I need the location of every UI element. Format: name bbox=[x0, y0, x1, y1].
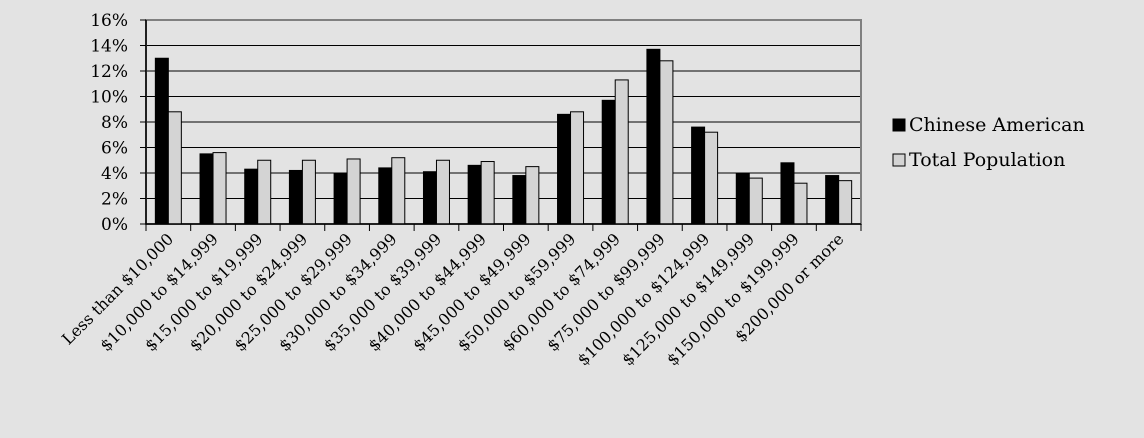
axes bbox=[140, 19, 862, 231]
bar-chinese-american bbox=[825, 175, 840, 225]
bar-total-population bbox=[748, 177, 763, 225]
bar-total-population bbox=[301, 159, 316, 225]
y-tick-label: 12% bbox=[90, 62, 128, 82]
bar-chinese-american bbox=[288, 169, 303, 225]
bar-chinese-american bbox=[601, 99, 616, 225]
x-axis-labels: Less than $10,000$10,000 to $14,999$15,0… bbox=[58, 229, 847, 369]
bars bbox=[154, 48, 853, 225]
bar-total-population bbox=[212, 152, 227, 225]
bar-total-population bbox=[167, 111, 182, 225]
y-tick-label: 10% bbox=[90, 88, 128, 108]
bar-chinese-american bbox=[378, 167, 393, 225]
legend: Chinese American Total Population bbox=[892, 114, 1085, 171]
bar-total-population bbox=[838, 180, 853, 225]
legend-label: Total Population bbox=[909, 149, 1065, 171]
bar-chinese-american bbox=[467, 164, 482, 225]
bar-chinese-american bbox=[199, 153, 214, 225]
bar-chinese-american bbox=[557, 113, 572, 225]
bar-chinese-american bbox=[422, 171, 437, 225]
y-tick-label: 6% bbox=[101, 139, 128, 159]
y-tick-label: 2% bbox=[101, 190, 128, 210]
y-tick-label: 16% bbox=[90, 11, 128, 31]
bar-total-population bbox=[391, 157, 406, 225]
y-tick-label: 8% bbox=[101, 113, 128, 133]
bar-total-population bbox=[480, 161, 495, 225]
bar-chinese-american bbox=[735, 172, 750, 225]
y-tick-label: 14% bbox=[90, 37, 128, 57]
y-axis-labels: 0% 2% 4% 6% 8% 10% 12% 14% 16% bbox=[90, 11, 128, 235]
bar-total-population bbox=[257, 159, 272, 225]
bar-chinese-american bbox=[691, 126, 706, 225]
bar-chinese-american bbox=[154, 57, 169, 225]
bar-total-population bbox=[659, 60, 674, 225]
legend-swatch bbox=[892, 153, 906, 167]
bar-chinese-american bbox=[333, 172, 348, 225]
bar-chinese-american bbox=[244, 168, 259, 225]
y-tick-label: 4% bbox=[101, 164, 128, 184]
legend-swatch bbox=[892, 118, 906, 132]
bar-total-population bbox=[614, 79, 629, 225]
bar-total-population bbox=[704, 131, 719, 225]
bar-total-population bbox=[435, 159, 450, 225]
y-tick-label: 0% bbox=[101, 215, 128, 235]
bar-total-population bbox=[346, 158, 361, 225]
bar-chinese-american bbox=[512, 175, 527, 225]
bar-total-population bbox=[525, 166, 540, 225]
bar-total-population bbox=[793, 182, 808, 225]
bar-total-population bbox=[570, 111, 585, 225]
bar-chinese-american bbox=[646, 48, 661, 225]
bar-chinese-american bbox=[780, 162, 795, 225]
legend-label: Chinese American bbox=[909, 114, 1085, 136]
